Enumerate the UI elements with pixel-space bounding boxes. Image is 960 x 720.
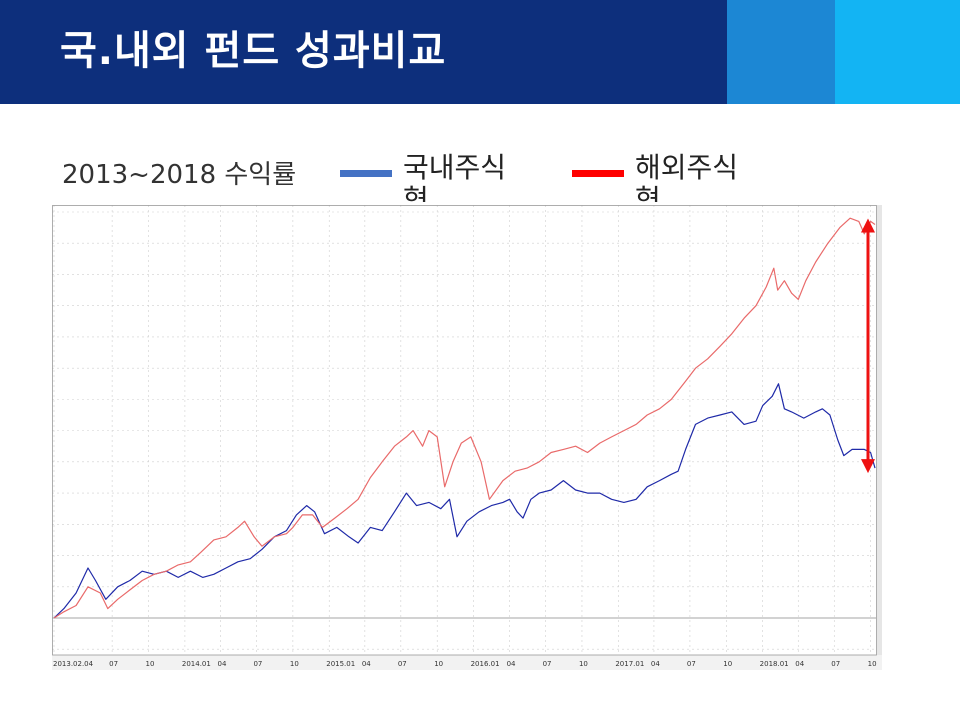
x-tick-label: 04 — [795, 660, 804, 668]
x-tick-label: 2013.02.04 — [53, 660, 94, 668]
y-axis-panel — [877, 205, 882, 670]
line-chart: 130.00120.00110.00100.0090.0080.0070.006… — [52, 205, 882, 670]
x-tick-label: 04 — [217, 660, 226, 668]
gap-arrow-head-up — [861, 218, 875, 233]
x-tick-label: 10 — [579, 660, 588, 668]
plot-frame — [52, 205, 877, 656]
x-tick-label: 2014.01 — [182, 660, 211, 668]
series-line-domestic — [53, 383, 876, 619]
chart-background — [52, 205, 882, 670]
x-tick-label: 2015.01 — [326, 660, 355, 668]
x-tick-label: 07 — [831, 660, 840, 668]
header-accent-block — [727, 0, 835, 104]
slide-title: 국.내외 펀드 성과비교 — [60, 28, 447, 74]
x-tick-label: 04 — [651, 660, 660, 668]
legend-label-overseas: 해외주식형 — [635, 152, 739, 202]
header-band: 국.내외 펀드 성과비교 — [0, 0, 960, 104]
legend-swatch-overseas — [572, 170, 624, 177]
x-tick-label: 07 — [543, 660, 552, 668]
chart-subtitle: 2013~2018 수익률 — [62, 160, 297, 190]
x-tick-label: 07 — [687, 660, 696, 668]
series-line-overseas — [53, 217, 876, 619]
legend-swatch-domestic — [340, 170, 392, 177]
x-tick-label: 10 — [146, 660, 155, 668]
x-tick-label: 07 — [109, 660, 118, 668]
x-tick-label: 07 — [398, 660, 407, 668]
header-accent-block-light — [835, 0, 960, 104]
legend-item-overseas: 해외주식형 — [572, 152, 752, 202]
x-tick-label: 10 — [723, 660, 732, 668]
x-tick-label: 2016.01 — [471, 660, 500, 668]
legend-item-domestic: 국내주식형 — [340, 152, 520, 202]
x-axis-panel — [52, 655, 882, 670]
gap-arrow-head-down — [861, 459, 875, 474]
legend-label-domestic: 국내주식형 — [403, 152, 507, 202]
x-tick-label: 2018.01 — [760, 660, 789, 668]
x-tick-label: 04 — [507, 660, 516, 668]
x-tick-label: 10 — [868, 660, 877, 668]
x-tick-label: 04 — [362, 660, 371, 668]
x-tick-label: 10 — [290, 660, 299, 668]
x-tick-label: 2017.01 — [615, 660, 644, 668]
x-tick-label: 07 — [253, 660, 262, 668]
x-tick-label: 10 — [434, 660, 443, 668]
